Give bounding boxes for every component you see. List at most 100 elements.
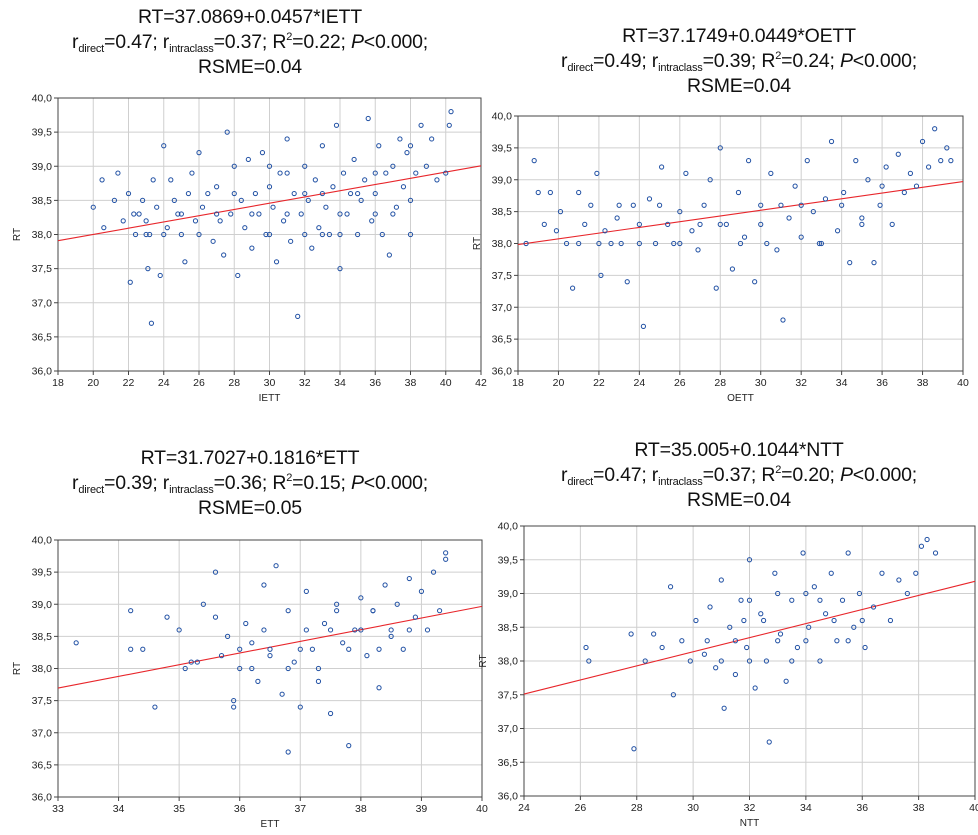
data-point <box>879 183 885 189</box>
y-tick-label: 37,0 <box>32 297 53 309</box>
x-tick-label: 38 <box>917 377 929 389</box>
data-point <box>362 177 368 183</box>
data-point <box>252 190 258 197</box>
data-point <box>594 170 600 176</box>
data-point <box>859 221 865 227</box>
data-point <box>231 163 237 169</box>
data-point <box>365 115 371 122</box>
data-point <box>659 644 665 651</box>
data-point <box>221 252 227 258</box>
data-point <box>665 221 671 227</box>
y-tick-label: 36,0 <box>492 366 513 378</box>
data-point <box>131 211 137 217</box>
data-point <box>729 266 736 272</box>
x-tick-label: 26 <box>193 377 205 389</box>
data-point <box>616 202 622 208</box>
data-point <box>199 204 206 210</box>
chart-title: RT=37.1749+0.0449*OETT <box>622 25 856 47</box>
data-point <box>904 590 910 597</box>
data-point <box>763 658 770 664</box>
data-point <box>862 644 868 651</box>
data-point <box>628 631 634 637</box>
chart-panel-oett: RT=37.1749+0.0449*OETT rdirect=0.49; rin… <box>472 0 978 418</box>
data-point <box>557 209 564 215</box>
data-point <box>701 651 707 657</box>
y-tick-label: 38,0 <box>498 656 519 668</box>
data-point <box>798 234 804 240</box>
data-point <box>764 240 770 247</box>
y-tick-label: 39,5 <box>492 142 513 154</box>
data-point <box>261 582 267 588</box>
data-point <box>231 704 237 710</box>
data-point <box>667 584 674 590</box>
plot-border <box>523 525 976 797</box>
data-point <box>400 184 407 190</box>
scatter-plot: 33 34 35 36 37 38 39 40 36,0 36,5 37,0 37,5 38,0 38,5… <box>12 535 488 831</box>
data-point <box>839 202 845 208</box>
data-point <box>913 570 919 576</box>
data-point <box>231 190 237 197</box>
data-point <box>111 197 118 203</box>
data-point <box>919 138 926 145</box>
data-point <box>588 202 594 208</box>
data-point <box>369 218 375 224</box>
data-point <box>443 170 449 176</box>
data-point <box>212 569 219 575</box>
data-point <box>200 601 206 607</box>
data-point <box>879 570 885 576</box>
x-tick-label: 32 <box>795 377 807 389</box>
data-point <box>125 190 132 197</box>
data-point <box>295 313 301 319</box>
chart-panel-iett: RT=37.0869+0.0457*IETT rdirect=0.47; rin… <box>0 0 489 418</box>
scatter-plot: 24 26 28 30 32 34 36 38 40 36,0 36,5 37,0 37,5 38,0 38… <box>478 521 978 830</box>
data-point <box>143 218 149 224</box>
y-tick-label: 37,0 <box>498 723 519 735</box>
data-point <box>140 646 146 652</box>
chart-panel-ett: RT=31.7027+0.1816*ETT rdirect=0.39; rint… <box>0 418 489 835</box>
x-tick-label: 40 <box>440 377 452 389</box>
y-tick-label: 38,0 <box>32 229 53 241</box>
data-point <box>523 240 529 247</box>
data-point <box>418 122 424 128</box>
data-point <box>302 163 308 169</box>
data-point <box>337 211 343 217</box>
x-tick-label: 24 <box>634 377 646 389</box>
data-point <box>701 202 707 208</box>
data-point <box>735 189 742 196</box>
data-point <box>570 285 576 291</box>
data-point <box>845 638 851 644</box>
data-point <box>789 658 795 664</box>
y-tick-label: 38,0 <box>32 663 53 675</box>
stat-r2: =0.22; <box>292 31 351 53</box>
data-point <box>541 221 547 227</box>
data-point <box>333 122 340 128</box>
data-point <box>713 665 719 671</box>
data-point <box>90 204 96 210</box>
data-point <box>161 143 167 149</box>
chart-rsme: RSME=0.04 <box>198 56 302 78</box>
data-point <box>816 240 822 247</box>
data-point <box>285 665 291 672</box>
y-tick-label: 37,5 <box>32 263 53 275</box>
data-point <box>358 197 364 203</box>
data-point <box>901 189 907 196</box>
data-point <box>913 183 920 189</box>
data-point <box>217 218 223 224</box>
data-point <box>266 184 273 190</box>
data-point <box>811 584 817 590</box>
data-point <box>772 570 778 576</box>
data-point <box>582 221 588 227</box>
chart-title-block: RT=37.1749+0.0449*OETT rdirect=0.49; rin… <box>509 24 969 99</box>
data-point <box>101 225 107 231</box>
data-point <box>255 678 261 684</box>
data-point <box>721 705 727 711</box>
data-point <box>212 614 219 620</box>
y-tick-label: 36,0 <box>32 792 53 804</box>
data-point <box>196 150 202 156</box>
data-point <box>845 550 851 556</box>
data-point <box>932 550 939 556</box>
data-point <box>806 624 812 630</box>
y-tick-label: 39,0 <box>32 599 53 611</box>
data-point <box>185 190 192 197</box>
data-point <box>859 617 865 624</box>
